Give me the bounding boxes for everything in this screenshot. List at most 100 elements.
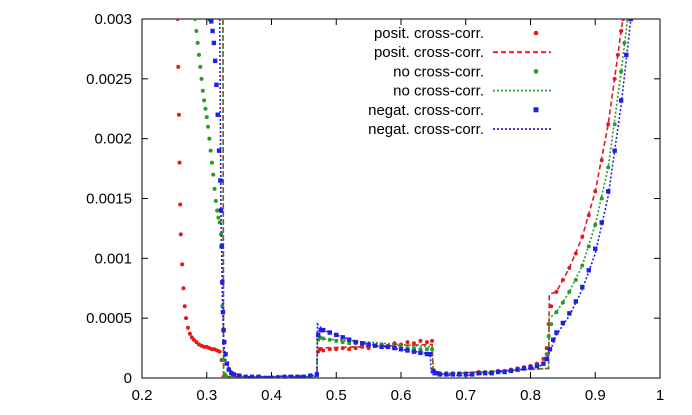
data-point [424, 340, 429, 345]
legend-label: no cross-corr. [393, 83, 484, 100]
data-point [437, 372, 443, 377]
data-point [476, 371, 481, 376]
data-point [269, 375, 274, 378]
series-3 [222, 19, 629, 378]
data-point [340, 340, 345, 345]
data-point [178, 202, 183, 207]
data-point [418, 347, 423, 352]
data-point [314, 372, 320, 377]
data-point [256, 374, 261, 378]
data-point [549, 322, 554, 327]
data-point [193, 19, 198, 21]
data-point [405, 348, 410, 353]
data-point [430, 338, 435, 343]
series-5 [218, 19, 632, 378]
data-point [619, 69, 624, 74]
data-point [199, 76, 204, 81]
data-point [221, 327, 226, 333]
data-point [392, 345, 397, 351]
data-point [216, 215, 221, 220]
data-point [347, 347, 352, 352]
data-point [411, 346, 416, 351]
data-point [177, 160, 182, 165]
axis-ticks [141, 18, 661, 379]
data-point [625, 19, 630, 21]
data-point [457, 372, 462, 377]
x-tick-label: 0.9 [585, 387, 606, 404]
data-point [372, 343, 378, 348]
data-point [217, 349, 222, 354]
data-point [178, 232, 183, 237]
data-point [206, 124, 211, 129]
data-point [495, 369, 501, 375]
data-point [606, 189, 611, 194]
tick-labels: 0.2 0.3 0.4 0.5 0.6 0.7 0.8 0.9 1 0 0.0005 0.001 0.0… [86, 11, 664, 404]
data-point [207, 136, 212, 141]
data-point [580, 284, 585, 290]
x-tick-label: 0.6 [391, 387, 412, 404]
data-point [175, 19, 180, 21]
data-point [275, 375, 281, 378]
data-point [211, 172, 216, 177]
legend-label: posit. cross-corr. [374, 44, 484, 61]
data-point [424, 351, 430, 357]
data-point [411, 349, 417, 354]
y-tick-label: 0.0005 [86, 310, 132, 327]
legend-label: negat. cross-corr. [368, 121, 484, 138]
legend-label: posit. cross-corr. [374, 25, 484, 42]
data-point [214, 82, 219, 88]
y-tick-label: 0.002 [94, 131, 132, 148]
x-tick-label: 0.2 [132, 387, 153, 404]
data-point [231, 372, 237, 377]
data-point [573, 299, 579, 304]
legend-marker [533, 30, 539, 36]
data-point [308, 373, 313, 378]
data-point [334, 332, 339, 338]
data-point [547, 347, 553, 352]
data-point [215, 112, 220, 117]
data-point [544, 356, 549, 362]
data-point [599, 220, 604, 225]
data-point [618, 98, 624, 103]
data-point [427, 351, 433, 357]
data-point [288, 374, 294, 378]
data-point [434, 371, 439, 376]
data-point [424, 347, 429, 352]
data-point [209, 19, 214, 24]
data-point [191, 337, 196, 342]
data-point [180, 262, 185, 267]
y-tick-label: 0.0015 [86, 191, 132, 208]
data-point [489, 371, 494, 376]
data-point [185, 325, 190, 330]
data-point [194, 340, 199, 345]
data-point [210, 28, 215, 34]
data-point [430, 347, 435, 352]
data-point [549, 304, 554, 309]
data-point [418, 338, 423, 343]
data-point [347, 341, 352, 346]
data-point [544, 346, 549, 351]
data-point [216, 148, 222, 153]
x-tick-label: 0.8 [520, 387, 541, 404]
data-point [196, 52, 201, 57]
data-point [194, 28, 199, 33]
data-point [181, 286, 186, 291]
series-layer [175, 19, 634, 378]
x-tick-label: 0.7 [455, 387, 476, 404]
data-point [219, 244, 224, 249]
data-point [550, 337, 556, 342]
data-point [198, 64, 203, 69]
data-point [202, 98, 207, 103]
data-point [209, 160, 214, 165]
legend-marker [533, 107, 539, 113]
data-point [211, 40, 217, 46]
legend-label: negat. cross-corr. [368, 102, 484, 119]
data-point [353, 339, 358, 345]
data-point [508, 368, 514, 374]
x-tick-label: 1 [656, 387, 664, 404]
data-point [208, 148, 213, 153]
x-tick-label: 0.3 [196, 387, 217, 404]
series-line [222, 19, 629, 378]
data-point [541, 356, 546, 361]
